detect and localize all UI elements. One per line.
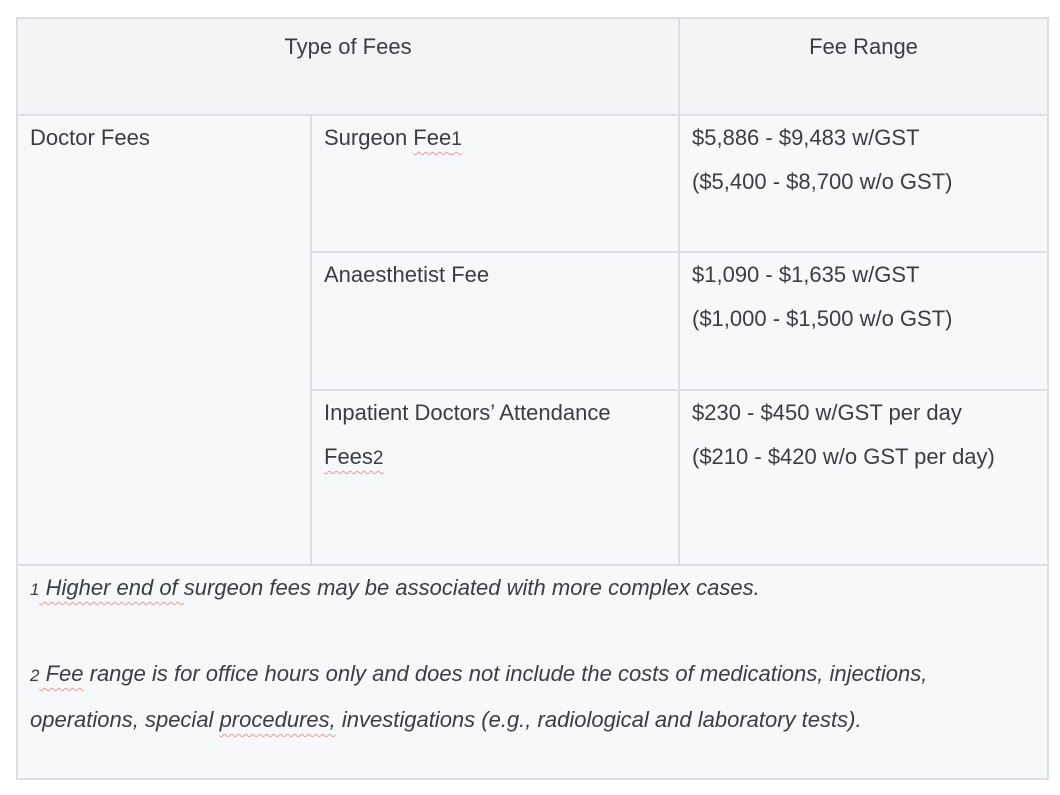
spellcheck-underlined-text: Fee: [39, 661, 84, 686]
range-with-gst: $230 - $450 w/GST per day: [692, 400, 962, 425]
range-without-gst: ($5,400 - $8,700 w/o GST): [692, 169, 953, 194]
table-header-row: Type of Fees Fee Range: [16, 17, 1049, 116]
footnote-text: range is for office hours only and does …: [83, 661, 928, 686]
table-row: Doctor Fees Surgeon Fee1 $5,886 - $9,483…: [16, 114, 1049, 566]
fee-range-inpatient-attendance: $230 - $450 w/GST per day ($210 - $420 w…: [678, 389, 1049, 566]
fee-range-anaesthetist: $1,090 - $1,635 w/GST ($1,000 - $1,500 w…: [678, 251, 1049, 391]
footnote-ref: 1: [451, 129, 462, 150]
range-with-gst: $1,090 - $1,635 w/GST: [692, 262, 920, 287]
fee-type-label: Surgeon: [324, 125, 414, 150]
footnotes: 1 Higher end of surgeon fees may be asso…: [16, 564, 1049, 780]
footnotes-row: 1 Higher end of surgeon fees may be asso…: [16, 564, 1049, 780]
fee-type-surgeon: Surgeon Fee1: [310, 114, 680, 253]
fee-range-surgeon: $5,886 - $9,483 w/GST ($5,400 - $8,700 w…: [678, 114, 1049, 253]
fee-table: Type of Fees Fee Range Doctor Fees Surge…: [16, 17, 1049, 780]
range-without-gst: ($1,000 - $1,500 w/o GST): [692, 306, 953, 331]
header-fee-range: Fee Range: [678, 17, 1049, 116]
fee-type-inpatient-attendance: Inpatient Doctors’ Attendance Fees2: [310, 389, 680, 566]
header-type-of-fees: Type of Fees: [16, 17, 680, 116]
footnote-1: 1 Higher end of surgeon fees may be asso…: [30, 566, 1035, 612]
footnote-number: 2: [30, 666, 40, 685]
footnote-2-continued: operations, special procedures, investig…: [30, 707, 862, 732]
footnote-text: surgeon fees may be associated with more…: [183, 575, 760, 600]
table-row: Anaesthetist Fee $1,090 - $1,635 w/GST (…: [17, 251, 1049, 391]
spellcheck-underlined-text: Fees2: [324, 444, 384, 469]
fee-type-anaesthetist: Anaesthetist Fee: [310, 251, 680, 391]
spellcheck-underlined-text: Higher end of: [39, 575, 184, 600]
range-without-gst: ($210 - $420 w/o GST per day): [692, 444, 995, 469]
footnote-ref: 2: [372, 448, 384, 469]
fee-type-label: Inpatient Doctors’ Attendance: [324, 400, 611, 425]
spellcheck-underlined-text: procedures,: [219, 707, 336, 732]
category-doctor-fees: Doctor Fees: [16, 114, 312, 566]
range-with-gst: $5,886 - $9,483 w/GST: [692, 125, 920, 150]
spellcheck-underlined-text: Fee1: [413, 125, 462, 150]
footnote-number: 1: [30, 580, 40, 599]
footnote-2: 2 Fee range is for office hours only and…: [30, 652, 1035, 698]
table-row: Inpatient Doctors’ Attendance Fees2 $230…: [17, 389, 1049, 566]
